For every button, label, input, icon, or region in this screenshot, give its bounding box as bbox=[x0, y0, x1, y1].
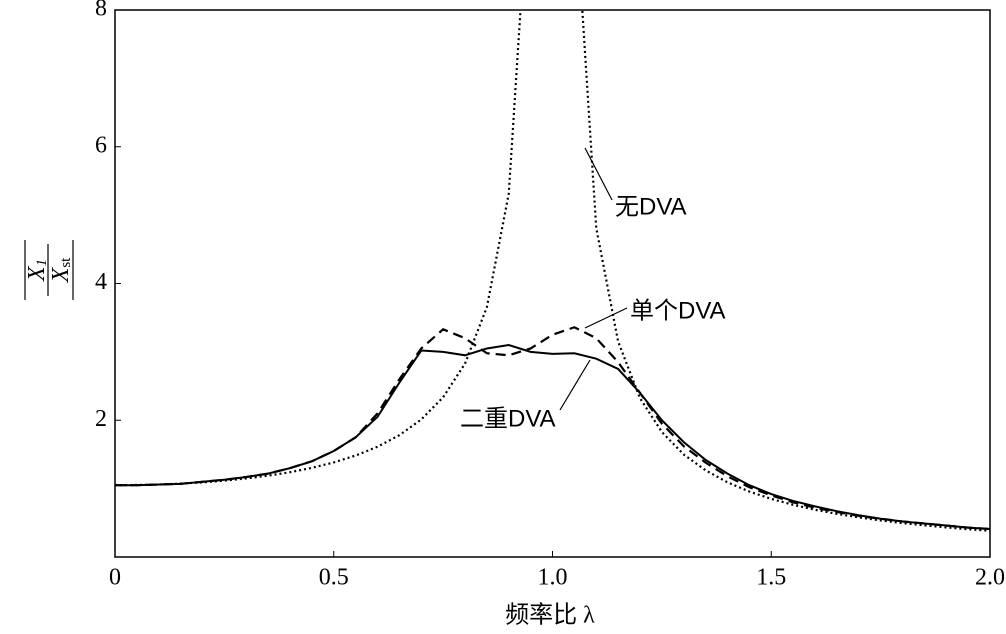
series-line bbox=[115, 10, 990, 532]
annotation: 二重DVA bbox=[460, 405, 556, 432]
y-tick-label: 8 bbox=[95, 0, 107, 22]
series-group bbox=[115, 10, 990, 532]
numerator: X1 bbox=[24, 259, 51, 282]
y-axis-label: X1 Xst bbox=[24, 240, 75, 300]
numerator-sub: 1 bbox=[34, 259, 50, 267]
x-tick-label: 1.0 bbox=[538, 565, 568, 591]
x-tick-label: 0 bbox=[109, 565, 121, 591]
numerator-var: X bbox=[24, 265, 50, 282]
x-tick-label: 2.0 bbox=[975, 565, 1005, 591]
leader-line bbox=[584, 307, 628, 329]
series-line bbox=[115, 344, 990, 530]
denominator-var: X bbox=[48, 266, 74, 283]
denominator-sub: st bbox=[58, 257, 74, 268]
x-tick-label: 1.5 bbox=[756, 565, 786, 591]
x-tick-label: 0.5 bbox=[319, 565, 349, 591]
plot-frame bbox=[114, 9, 991, 558]
annotation: 无DVA bbox=[615, 193, 687, 220]
leader-line bbox=[584, 147, 613, 201]
y-tick-label: 2 bbox=[95, 406, 107, 432]
y-tick-label: 4 bbox=[95, 269, 107, 295]
denominator: Xst bbox=[48, 257, 75, 284]
y-tick-label: 6 bbox=[95, 132, 107, 158]
x-axis-label: 频率比 λ bbox=[505, 602, 595, 629]
annotation: 单个DVA bbox=[630, 297, 726, 324]
leader-line bbox=[559, 359, 591, 411]
